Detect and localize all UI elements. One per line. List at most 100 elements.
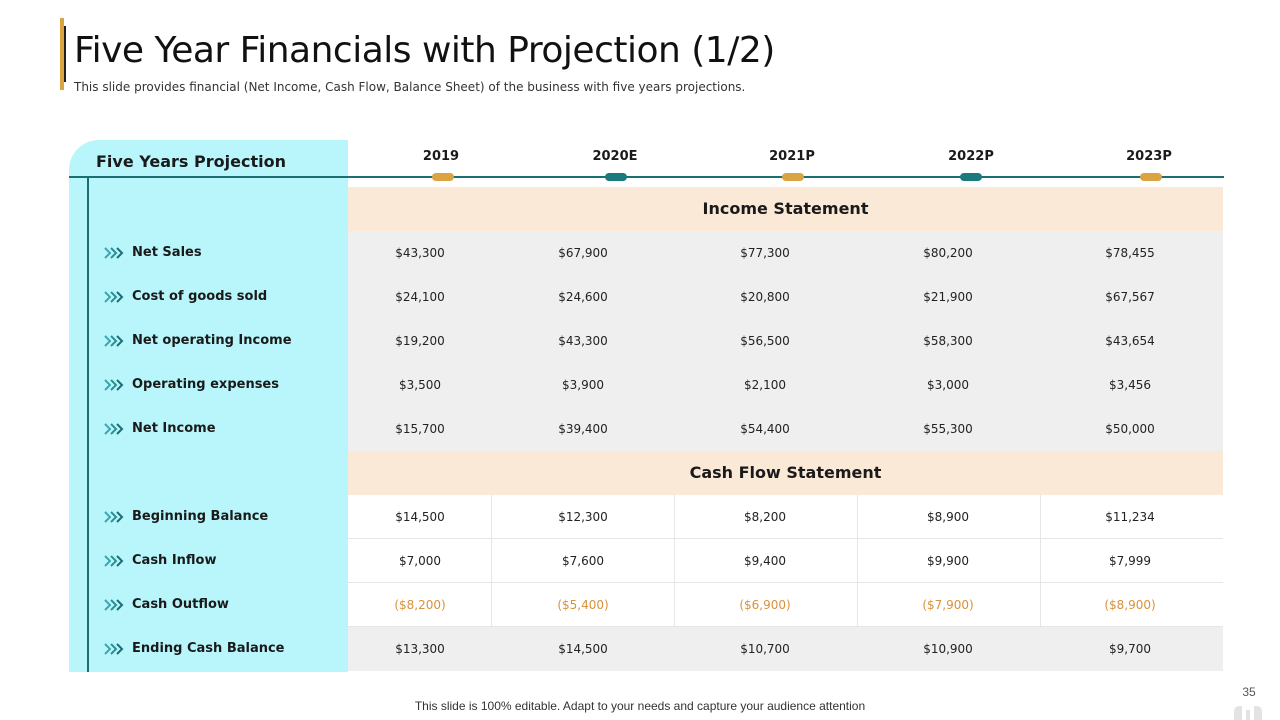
timeline-marker-2021p [782, 173, 804, 181]
table-cell-2021p: $10,700 [740, 642, 790, 656]
table-cell-2021p: $54,400 [740, 422, 790, 436]
chevrons-icon [104, 510, 124, 523]
row-label-cash-inflow: Cash Inflow [104, 539, 217, 583]
table-cell-2023p: $7,999 [1109, 554, 1151, 568]
timeline-marker-2019 [432, 173, 454, 181]
page-subtitle: This slide provides financial (Net Incom… [74, 80, 746, 94]
row-label-text: Net Sales [132, 245, 202, 260]
table-cell-2022p: ($7,900) [922, 598, 974, 612]
table-cell-2019: $15,700 [395, 422, 445, 436]
chevrons-icon [104, 378, 124, 391]
table-cell-2021p: $2,100 [744, 378, 786, 392]
hands-icon [1234, 706, 1262, 720]
table-cell-2021p: ($6,900) [739, 598, 791, 612]
chevrons-icon [104, 290, 124, 303]
row-label-net-operating-income: Net operating Income [104, 319, 292, 363]
row-label-cost-of-goods-sold: Cost of goods sold [104, 275, 267, 319]
table-cell-2020e: $14,500 [558, 642, 608, 656]
cell-separator [491, 495, 492, 539]
table-cell-2023p: $9,700 [1109, 642, 1151, 656]
row-label-cash-outflow: Cash Outflow [104, 583, 229, 627]
timeline-marker-2020e [605, 173, 627, 181]
year-header-2022p: 2022P [948, 149, 994, 164]
row-label-beginning-balance: Beginning Balance [104, 495, 268, 539]
table-cell-2023p: $78,455 [1105, 246, 1155, 260]
projection-label: Five Years Projection [96, 152, 286, 171]
table-cell-2021p: $9,400 [744, 554, 786, 568]
row-label-net-sales: Net Sales [104, 231, 202, 275]
table-cell-2020e: $3,900 [562, 378, 604, 392]
cell-separator [491, 539, 492, 583]
table-row-cash-inflow: $7,000 $7,600 $9,400 $9,900 $7,999 [348, 539, 1223, 583]
title-divider-line [64, 26, 66, 82]
table-row-cash-outflow: ($8,200) ($5,400) ($6,900) ($7,900) ($8,900) [348, 583, 1223, 627]
cell-separator [674, 495, 675, 539]
timeline-line [69, 176, 1224, 178]
footer-note: This slide is 100% editable. Adapt to yo… [414, 699, 866, 713]
table-row-operating-expenses: $3,500 $3,900 $2,100 $3,000 $3,456 [348, 363, 1223, 407]
table-cell-2022p: $55,300 [923, 422, 973, 436]
table-cell-2021p: $20,800 [740, 290, 790, 304]
cell-separator [491, 583, 492, 627]
row-label-text: Ending Cash Balance [132, 641, 285, 656]
table-cell-2019: $13,300 [395, 642, 445, 656]
chevrons-icon [104, 642, 124, 655]
table-cell-2023p: ($8,900) [1104, 598, 1156, 612]
table-cell-2023p: $43,654 [1105, 334, 1155, 348]
table-cell-2019: $43,300 [395, 246, 445, 260]
table-cell-2020e: $43,300 [558, 334, 608, 348]
chevrons-icon [104, 598, 124, 611]
cell-separator [857, 495, 858, 539]
cash-flow-statement-header: Cash Flow Statement [348, 451, 1223, 495]
table-cell-2022p: $58,300 [923, 334, 973, 348]
table-cell-2022p: $8,900 [927, 510, 969, 524]
title-accent-bar [60, 18, 64, 90]
table-cell-2023p: $3,456 [1109, 378, 1151, 392]
timeline-marker-2022p [960, 173, 982, 181]
year-header-2023p: 2023P [1126, 149, 1172, 164]
table-cell-2019: $14,500 [395, 510, 445, 524]
table-cell-2022p: $21,900 [923, 290, 973, 304]
table-cell-2023p: $50,000 [1105, 422, 1155, 436]
row-label-operating-expenses: Operating expenses [104, 363, 279, 407]
row-label-text: Cash Outflow [132, 597, 229, 612]
row-label-text: Net Income [132, 421, 216, 436]
cell-separator [1040, 539, 1041, 583]
row-label-panel [69, 140, 348, 672]
table-cell-2022p: $10,900 [923, 642, 973, 656]
cell-separator [857, 539, 858, 583]
cell-separator [1040, 583, 1041, 627]
table-cell-2019: $19,200 [395, 334, 445, 348]
table-cell-2019: ($8,200) [394, 598, 446, 612]
page-number: 35 [1242, 685, 1256, 699]
cell-separator [674, 539, 675, 583]
timeline-marker-2023p [1140, 173, 1162, 181]
table-cell-2020e: $39,400 [558, 422, 608, 436]
table-cell-2020e: ($5,400) [557, 598, 609, 612]
cell-separator [1040, 495, 1041, 539]
chevrons-icon [104, 554, 124, 567]
panel-vertical-line [87, 176, 89, 672]
table-cell-2020e: $7,600 [562, 554, 604, 568]
table-row-net-income: $15,700 $39,400 $54,400 $55,300 $50,000 [348, 407, 1223, 451]
row-label-text: Operating expenses [132, 377, 279, 392]
table-cell-2021p: $77,300 [740, 246, 790, 260]
income-statement-header: Income Statement [348, 187, 1223, 231]
table-row-net-sales: $43,300 $67,900 $77,300 $80,200 $78,455 [348, 231, 1223, 275]
cell-separator [857, 583, 858, 627]
row-label-text: Cash Inflow [132, 553, 217, 568]
row-label-net-income: Net Income [104, 407, 216, 451]
table-row-beginning-balance: $14,500 $12,300 $8,200 $8,900 $11,234 [348, 495, 1223, 539]
table-cell-2020e: $67,900 [558, 246, 608, 260]
chevrons-icon [104, 334, 124, 347]
table-cell-2020e: $12,300 [558, 510, 608, 524]
year-header-2019: 2019 [422, 149, 460, 164]
year-header-2020e: 2020E [592, 149, 638, 164]
table-cell-2023p: $67,567 [1105, 290, 1155, 304]
cell-separator [674, 583, 675, 627]
table-cell-2023p: $11,234 [1105, 510, 1155, 524]
row-label-text: Cost of goods sold [132, 289, 268, 304]
table-cell-2022p: $3,000 [927, 378, 969, 392]
chevrons-icon [104, 422, 124, 435]
year-header-2021p: 2021P [769, 149, 815, 164]
